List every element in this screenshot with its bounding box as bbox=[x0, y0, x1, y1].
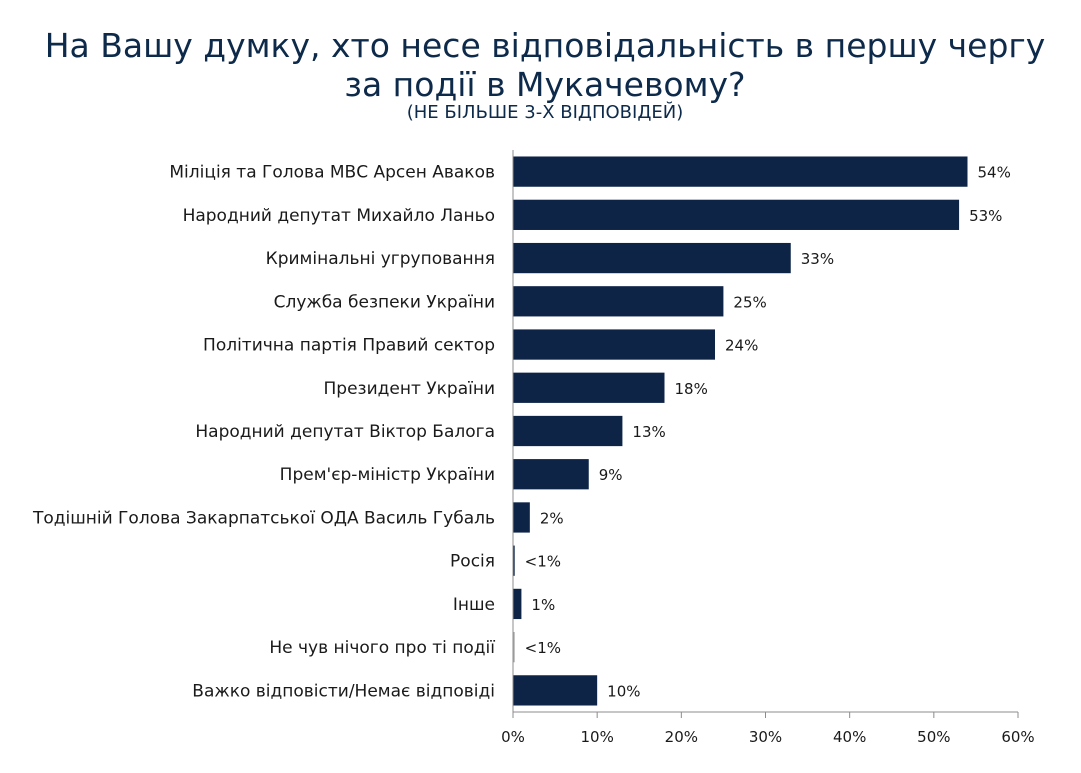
x-tick-label: 0% bbox=[501, 728, 525, 746]
x-tick-label: 60% bbox=[1001, 728, 1034, 746]
category-label: Народний депутат Михайло Ланьо bbox=[183, 206, 495, 226]
bar bbox=[513, 156, 968, 187]
category-label: Інше bbox=[453, 595, 495, 615]
bar bbox=[513, 199, 960, 230]
bar bbox=[513, 588, 522, 620]
x-tick-label: 20% bbox=[665, 728, 698, 746]
data-label: 53% bbox=[969, 207, 1002, 225]
x-tick-label: 10% bbox=[580, 728, 613, 746]
data-label: 1% bbox=[531, 596, 555, 614]
category-label: Народний депутат Віктор Балога bbox=[195, 422, 495, 442]
data-label: 33% bbox=[801, 250, 834, 268]
data-label: 18% bbox=[675, 380, 708, 398]
bar bbox=[513, 329, 715, 360]
bar bbox=[513, 415, 623, 447]
data-label: <1% bbox=[525, 639, 561, 657]
category-label: Служба безпеки України bbox=[274, 292, 495, 312]
category-label: Кримінальні угруповання bbox=[266, 249, 495, 269]
x-tick-label: 40% bbox=[833, 728, 866, 746]
data-label: 9% bbox=[599, 466, 623, 484]
bar bbox=[513, 286, 724, 317]
category-label: Тодішній Голова Закарпатської ОДА Василь… bbox=[32, 508, 495, 528]
category-label: Прем'єр-міністр України bbox=[280, 465, 495, 485]
bar bbox=[513, 459, 589, 490]
category-label: Президент України bbox=[324, 379, 495, 399]
bar bbox=[513, 372, 665, 403]
category-label: Важко відповісти/Немає відповіді bbox=[192, 681, 495, 701]
category-label: Росія bbox=[450, 552, 495, 572]
data-label: 54% bbox=[978, 164, 1011, 182]
bar bbox=[513, 632, 515, 663]
chart-subtitle: (НЕ БІЛЬШЕ 3-Х ВІДПОВІДЕЙ) bbox=[406, 102, 684, 123]
category-label: Міліція та Голова МВС Арсен Аваков bbox=[169, 163, 495, 183]
data-label: 10% bbox=[607, 682, 640, 700]
bar bbox=[513, 545, 515, 576]
data-label: 25% bbox=[733, 293, 766, 311]
bar bbox=[513, 502, 530, 533]
data-label: 2% bbox=[540, 509, 564, 527]
data-label: 13% bbox=[632, 423, 665, 441]
data-label: 24% bbox=[725, 337, 758, 355]
category-label: Політична партія Правий сектор bbox=[203, 336, 495, 356]
bar bbox=[513, 242, 791, 274]
x-tick-label: 30% bbox=[749, 728, 782, 746]
data-label: <1% bbox=[525, 553, 561, 571]
bar bbox=[513, 675, 598, 706]
category-label: Не чув нічого про ті події bbox=[269, 638, 495, 658]
chart-title: На Вашу думку, хто несе відповідальність… bbox=[44, 26, 1046, 104]
x-tick-label: 50% bbox=[917, 728, 950, 746]
